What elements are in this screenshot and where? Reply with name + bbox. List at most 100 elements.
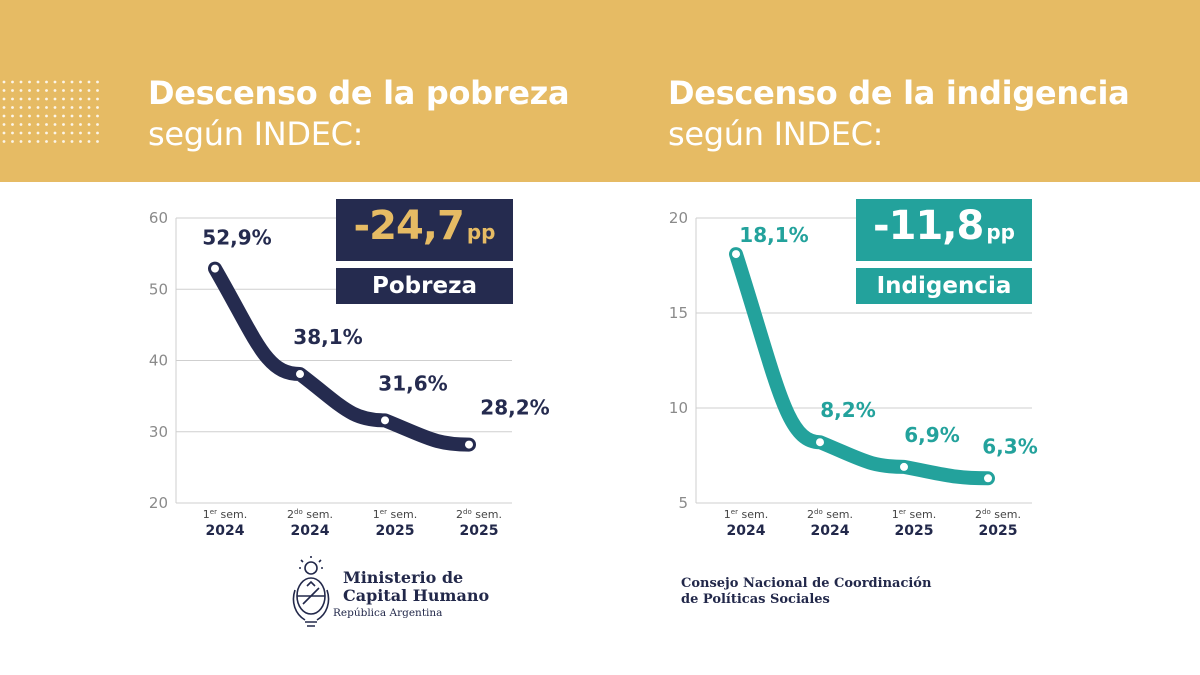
indigence-change-value: -11,8 (873, 203, 984, 249)
pattern-dot (19, 131, 23, 135)
pattern-dot (87, 123, 91, 126)
data-point (984, 474, 992, 483)
y-tick-label: 60 (149, 209, 168, 227)
header-banner: Descenso de la pobreza según INDEC: Desc… (0, 0, 1200, 182)
pattern-dot (79, 131, 82, 135)
pattern-dot (96, 97, 99, 101)
x-tick-label: 2do sem. (807, 508, 853, 521)
pattern-dot (96, 89, 99, 92)
pattern-dot (36, 89, 40, 92)
pattern-dot (11, 114, 14, 118)
pattern-dot (62, 114, 65, 118)
y-tick-label: 30 (149, 423, 168, 441)
title-indigence-line1: Descenso de la indigencia (668, 74, 1130, 112)
title-poverty: Descenso de la pobreza según INDEC: (148, 72, 570, 154)
x-tick-label: 1er sem. (724, 508, 768, 521)
pattern-dot (96, 114, 99, 118)
pattern-dot (28, 114, 31, 118)
pattern-dot (11, 80, 14, 84)
data-point (816, 438, 824, 447)
data-label: 28,2% (480, 396, 549, 420)
pattern-dot (79, 89, 82, 92)
pattern-dot (87, 140, 91, 143)
data-point (296, 370, 304, 379)
pattern-dot (45, 123, 48, 126)
x-tick-year: 2025 (460, 523, 499, 539)
poverty-label-badge: Pobreza (336, 268, 513, 304)
pattern-dot (28, 140, 31, 143)
data-point (900, 462, 908, 471)
ministry-subtitle: República Argentina (333, 607, 443, 619)
pattern-dot (28, 123, 31, 126)
pattern-dot (53, 140, 57, 143)
pattern-dot (36, 123, 40, 126)
pattern-dot (79, 97, 82, 101)
pattern-dot (2, 106, 6, 109)
pattern-dot (45, 131, 48, 135)
pattern-dot (45, 97, 48, 101)
data-label: 38,1% (293, 325, 362, 349)
pattern-dot (45, 140, 48, 143)
poverty-change-unit: pp (466, 220, 496, 244)
pattern-dot (53, 80, 57, 84)
pattern-dot (28, 89, 31, 92)
pattern-dot (19, 97, 23, 101)
y-tick-label: 20 (669, 209, 688, 227)
data-point (381, 416, 389, 425)
y-tick-label: 40 (149, 352, 168, 370)
data-label: 6,3% (982, 434, 1037, 458)
series-line (729, 247, 995, 486)
data-label: 31,6% (378, 371, 447, 395)
pattern-dot (19, 80, 23, 84)
pattern-dot (70, 106, 74, 109)
pattern-dot (2, 123, 6, 126)
pattern-dot (2, 131, 6, 135)
pattern-dot (79, 106, 82, 109)
x-tick-label: 2do sem. (975, 508, 1021, 521)
pattern-dot (79, 114, 82, 118)
pattern-dot (62, 80, 65, 84)
pattern-dot (11, 97, 14, 101)
x-tick-year: 2025 (376, 523, 415, 539)
dot-pattern-decoration (2, 80, 99, 143)
pattern-dot (70, 80, 74, 84)
pattern-dot (87, 89, 91, 92)
x-tick-label: 1er sem. (892, 508, 936, 521)
pattern-dot (53, 97, 57, 101)
pattern-dot (62, 131, 65, 135)
pattern-dot (36, 106, 40, 109)
pattern-dot (28, 80, 31, 84)
pattern-dot (36, 114, 40, 118)
pattern-dot (96, 106, 99, 109)
pattern-dot (87, 80, 91, 84)
pattern-dot (11, 140, 14, 143)
data-label: 18,1% (739, 223, 808, 247)
pattern-dot (45, 89, 48, 92)
pattern-dot (96, 80, 99, 84)
pattern-dot (45, 80, 48, 84)
council-name: Consejo Nacional de Coordinación de Polí… (681, 576, 931, 608)
pattern-dot (19, 106, 23, 109)
ministry-name-line2: Capital Humano (343, 586, 490, 605)
title-poverty-line1: Descenso de la pobreza (148, 74, 570, 112)
title-indigence-line2: según INDEC: (668, 115, 884, 153)
title-indigence: Descenso de la indigencia según INDEC: (668, 72, 1130, 154)
x-tick-year: 2024 (727, 523, 766, 539)
x-tick-year: 2024 (206, 523, 245, 539)
indigence-change-unit: pp (986, 220, 1015, 244)
pattern-dot (45, 114, 48, 118)
pattern-dot (28, 106, 31, 109)
data-point (732, 250, 740, 259)
argentina-coat-of-arms-icon (292, 556, 330, 627)
pattern-dot (36, 140, 40, 143)
pattern-dot (2, 97, 6, 101)
pattern-dot (19, 114, 23, 118)
pattern-dot (87, 114, 91, 118)
pattern-dot (36, 80, 40, 84)
pattern-dot (28, 97, 31, 101)
pattern-dot (11, 106, 14, 109)
pattern-dot (70, 89, 74, 92)
x-tick-year: 2025 (895, 523, 934, 539)
pattern-dot (79, 80, 82, 84)
